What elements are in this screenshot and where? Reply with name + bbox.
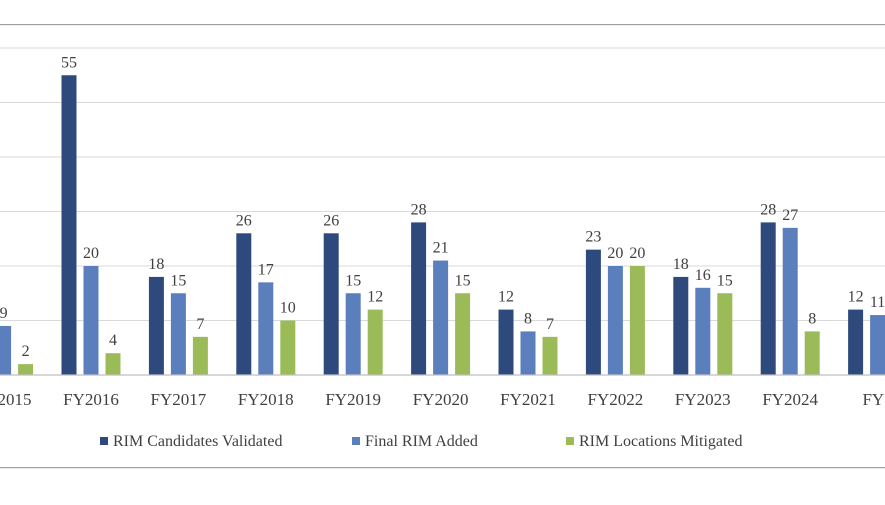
bar-fy2023-series-3 bbox=[717, 293, 733, 375]
x-tick-label-fy2019: FY2019 bbox=[325, 390, 381, 409]
x-tick-labels: FY2015 FY2016 FY2017 FY2018 FY2019 FY2020 FY20… bbox=[0, 390, 885, 409]
data-label-fy2023-series-3: 15 bbox=[717, 272, 733, 289]
data-label-fy2018-series-3: 10 bbox=[280, 300, 296, 317]
bar-fy2018-series-3 bbox=[280, 320, 296, 375]
data-label-fy2024-series-3: 8 bbox=[808, 310, 816, 327]
data-label-fy2016-series-1: 55 bbox=[61, 54, 77, 71]
data-label-fy2021-series-3: 7 bbox=[546, 316, 554, 333]
data-labels: 1492552041815726171026151228211512872320… bbox=[0, 54, 885, 360]
data-label-fy2017-series-1: 18 bbox=[148, 256, 164, 273]
data-label-fy2022-series-3: 20 bbox=[629, 245, 645, 262]
bar-fy2018-series-2 bbox=[258, 282, 274, 375]
data-label-fy2022-series-2: 20 bbox=[607, 245, 623, 262]
bar-fy2017-series-1 bbox=[148, 276, 164, 375]
legend-label-1: RIM Candidates Validated bbox=[113, 433, 282, 450]
data-label-fy2017-series-2: 15 bbox=[170, 272, 186, 289]
bar-fy2019-series-1 bbox=[323, 233, 339, 375]
x-tick-label-fy2017: FY2017 bbox=[151, 390, 207, 409]
bar-fy2024-series-1 bbox=[760, 222, 776, 375]
chart-frame-bottom bbox=[0, 467, 885, 469]
data-label-fy2015-series-2: 9 bbox=[0, 305, 8, 322]
data-label-fy2016-series-3: 4 bbox=[109, 332, 117, 349]
x-tick-label-fy2016: FY2016 bbox=[63, 390, 119, 409]
legend-swatch-3 bbox=[566, 437, 574, 445]
data-label-fy2020-series-3: 15 bbox=[455, 272, 471, 289]
data-label-fy2017-series-3: 7 bbox=[196, 316, 204, 333]
gridlines bbox=[0, 47, 885, 321]
x-tick-label-fy2021: FY2021 bbox=[500, 390, 556, 409]
data-label-fy2025-series-2: 11 bbox=[870, 294, 885, 311]
bar-fy2020-series-3 bbox=[455, 293, 471, 375]
bar-fy2022-series-2 bbox=[607, 266, 623, 375]
data-label-fy2020-series-2: 21 bbox=[433, 240, 449, 257]
bar-fy2023-series-2 bbox=[695, 287, 711, 375]
data-label-fy2015-series-3: 2 bbox=[22, 343, 30, 360]
bar-fy2018-series-1 bbox=[236, 233, 252, 375]
x-tick-label-fy2015: FY2015 bbox=[0, 390, 31, 409]
bars bbox=[0, 75, 885, 375]
data-label-fy2016-series-2: 20 bbox=[83, 245, 99, 262]
bar-fy2022-series-1 bbox=[585, 249, 601, 375]
data-label-fy2021-series-2: 8 bbox=[524, 310, 532, 327]
bar-fy2021-series-1 bbox=[498, 309, 514, 375]
data-label-fy2019-series-1: 26 bbox=[323, 212, 339, 229]
bar-fy2022-series-3 bbox=[629, 266, 645, 375]
data-label-fy2024-series-2: 27 bbox=[782, 207, 798, 224]
legend-label-3: RIM Locations Mitigated bbox=[579, 433, 743, 450]
bar-fy2016-series-1 bbox=[61, 75, 77, 375]
data-label-fy2020-series-1: 28 bbox=[411, 201, 427, 218]
data-label-fy2018-series-1: 26 bbox=[236, 212, 252, 229]
x-tick-label-fy2023: FY2023 bbox=[675, 390, 731, 409]
x-tick-label-fy2024: FY2024 bbox=[762, 390, 818, 409]
bar-fy2019-series-3 bbox=[367, 309, 383, 375]
bar-fy2017-series-3 bbox=[192, 336, 208, 375]
bar-fy2025-series-1 bbox=[848, 309, 864, 375]
chart-frame-top bbox=[0, 24, 885, 26]
data-label-fy2021-series-1: 12 bbox=[498, 289, 514, 306]
legend-swatch-1 bbox=[100, 437, 108, 445]
data-label-fy2022-series-1: 23 bbox=[585, 229, 601, 246]
bar-fy2025-series-2 bbox=[870, 315, 885, 375]
data-label-fy2023-series-1: 18 bbox=[673, 256, 689, 273]
data-label-fy2025-series-1: 12 bbox=[848, 289, 864, 306]
bar-fy2015-series-2 bbox=[0, 325, 12, 375]
data-label-fy2019-series-2: 15 bbox=[345, 272, 361, 289]
bar-fy2016-series-2 bbox=[83, 266, 99, 375]
bar-fy2024-series-3 bbox=[804, 331, 820, 375]
bar-fy2017-series-2 bbox=[170, 293, 186, 375]
bar-fy2021-series-3 bbox=[542, 336, 558, 375]
bar-fy2021-series-2 bbox=[520, 331, 536, 375]
legend-swatch-2 bbox=[352, 437, 360, 445]
x-tick-label-fy2020: FY2020 bbox=[413, 390, 469, 409]
x-tick-label-fy2025: FY2 bbox=[862, 390, 885, 409]
x-tick-label-fy2022: FY2022 bbox=[588, 390, 644, 409]
bar-fy2016-series-3 bbox=[105, 353, 121, 375]
bar-fy2024-series-2 bbox=[782, 227, 798, 375]
bar-fy2015-series-3 bbox=[18, 364, 34, 375]
data-label-fy2018-series-2: 17 bbox=[258, 261, 274, 278]
bar-fy2020-series-2 bbox=[433, 260, 449, 375]
legend-label-2: Final RIM Added bbox=[365, 433, 478, 450]
bar-fy2023-series-1 bbox=[673, 276, 689, 375]
bar-fy2019-series-2 bbox=[345, 293, 361, 375]
data-label-fy2024-series-1: 28 bbox=[760, 201, 776, 218]
bar-fy2020-series-1 bbox=[411, 222, 427, 375]
x-tick-label-fy2018: FY2018 bbox=[238, 390, 294, 409]
data-label-fy2019-series-3: 12 bbox=[367, 289, 383, 306]
legend: RIM Candidates Validated Final RIM Added R… bbox=[100, 433, 743, 450]
data-label-fy2023-series-2: 16 bbox=[695, 267, 711, 284]
